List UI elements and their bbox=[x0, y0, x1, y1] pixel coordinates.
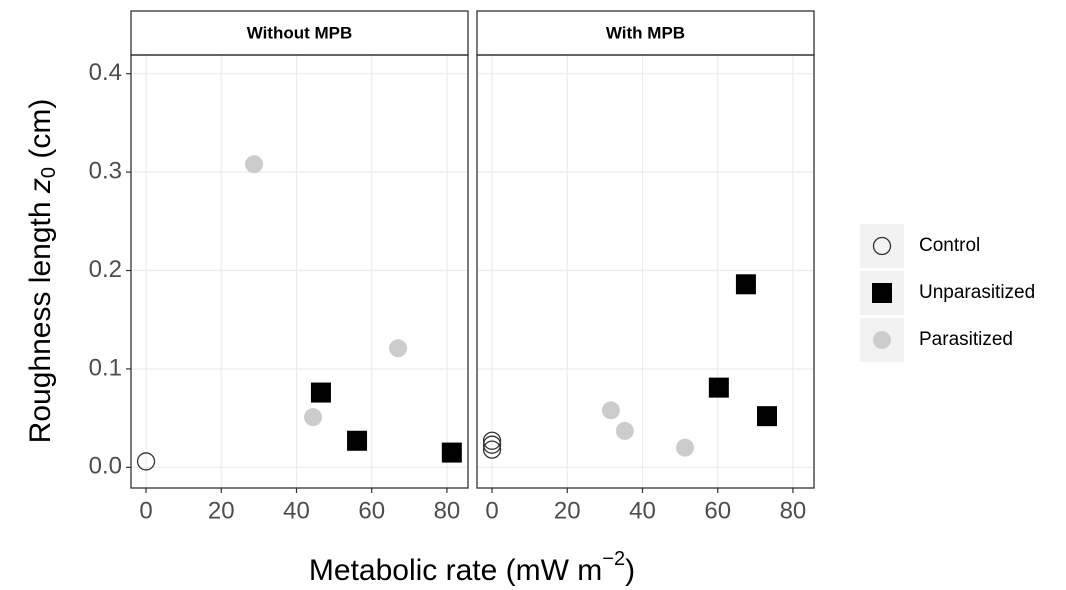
point bbox=[136, 452, 156, 471]
x-axis-title: Metabolic rate (mW m−2) bbox=[309, 548, 635, 587]
panel-border bbox=[130, 54, 469, 489]
point bbox=[482, 435, 502, 454]
point bbox=[735, 274, 756, 295]
point bbox=[615, 421, 634, 440]
strip bbox=[130, 10, 469, 56]
point bbox=[675, 438, 694, 457]
y-tick-label: 0.3 bbox=[89, 157, 122, 184]
strip-title: Without MPB bbox=[247, 23, 353, 42]
point bbox=[482, 440, 502, 459]
x-tick-label: 60 bbox=[704, 497, 731, 524]
y-tick-label: 0.0 bbox=[89, 453, 122, 480]
y-axis-title: Roughness length z0 (cm) bbox=[24, 99, 60, 444]
legend-label: Control bbox=[919, 235, 980, 256]
point bbox=[482, 431, 502, 450]
legend-label: Unparasitized bbox=[919, 282, 1035, 303]
x-tick-label: 60 bbox=[358, 497, 385, 524]
legend-label: Parasitized bbox=[919, 329, 1013, 350]
y-title-sub: 0 bbox=[38, 167, 60, 178]
x-tick-label: 20 bbox=[554, 497, 581, 524]
y-title-text: Roughness length bbox=[24, 193, 57, 443]
x-title-end: ) bbox=[625, 554, 635, 587]
point bbox=[389, 339, 408, 358]
x-tick-label: 0 bbox=[139, 497, 152, 524]
point bbox=[873, 331, 891, 349]
x-tick-label: 40 bbox=[629, 497, 656, 524]
strip-title: With MPB bbox=[606, 23, 685, 42]
y-tick-label: 0.1 bbox=[89, 354, 122, 381]
legend-key bbox=[860, 224, 904, 268]
panel-border bbox=[476, 54, 815, 489]
y-title-var: z bbox=[24, 178, 57, 194]
point bbox=[601, 401, 620, 420]
strip bbox=[476, 10, 815, 56]
x-tick-label: 40 bbox=[283, 497, 310, 524]
point bbox=[872, 283, 892, 303]
point bbox=[708, 377, 729, 398]
point bbox=[304, 408, 323, 427]
point bbox=[756, 406, 777, 427]
y-tick-label: 0.2 bbox=[89, 256, 122, 283]
x-tick-label: 80 bbox=[434, 497, 461, 524]
point bbox=[441, 442, 462, 463]
point bbox=[310, 382, 331, 403]
point bbox=[347, 430, 368, 451]
point bbox=[244, 155, 263, 174]
y-tick-label: 0.4 bbox=[89, 59, 122, 86]
y-title-end: (cm) bbox=[24, 99, 57, 167]
x-tick-label: 0 bbox=[485, 497, 498, 524]
x-title-sup: −2 bbox=[602, 548, 625, 570]
point bbox=[872, 236, 892, 256]
x-tick-label: 20 bbox=[208, 497, 235, 524]
x-title-text: Metabolic rate (mW m bbox=[309, 554, 602, 587]
x-tick-label: 80 bbox=[780, 497, 807, 524]
